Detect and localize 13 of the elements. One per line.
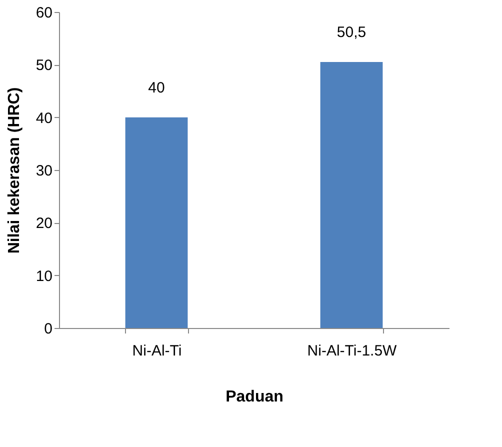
y-tick-label: 50 [36, 57, 52, 74]
y-tick-label: 20 [36, 215, 52, 232]
y-tick-label: 0 [44, 320, 52, 338]
x-tick-label: Ni-Al-Ti-1.5W [307, 342, 398, 360]
x-tick-label: Ni-Al-Ti [132, 342, 182, 360]
y-tick-label: 30 [36, 162, 52, 180]
y-tick-label: 10 [36, 268, 52, 285]
y-tick-label: 40 [36, 110, 52, 127]
data-label: 40 [148, 79, 165, 96]
data-label: 50,5 [336, 24, 366, 42]
x-axis-title: Paduan [226, 388, 284, 406]
y-axis-title: Nilai kekerasan (HRC) [6, 87, 23, 254]
y-tick-label: 60 [36, 4, 52, 22]
